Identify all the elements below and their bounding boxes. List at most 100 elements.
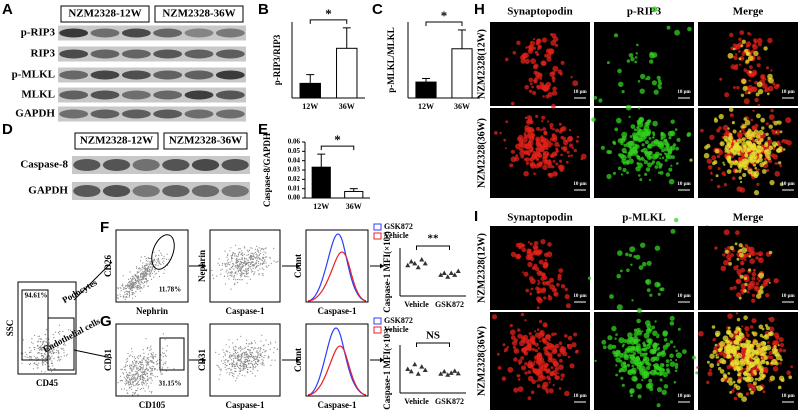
event-dot — [258, 263, 259, 264]
stain — [616, 118, 622, 124]
event-dot — [224, 360, 225, 361]
event-dot — [241, 357, 242, 358]
event-dot — [240, 368, 241, 369]
stain — [552, 77, 556, 81]
stain — [724, 229, 730, 235]
event-dot — [152, 354, 153, 355]
stain — [780, 130, 783, 133]
stain — [555, 163, 558, 166]
event-dot — [244, 348, 245, 349]
event-dot — [233, 276, 234, 277]
event-dot — [149, 261, 150, 262]
event-dot — [138, 376, 139, 377]
event-dot — [249, 367, 250, 368]
data-point — [405, 263, 410, 268]
event-dot — [163, 273, 164, 274]
event-dot — [225, 355, 226, 356]
event-dot — [250, 264, 251, 265]
stain — [727, 150, 731, 154]
event-dot — [157, 259, 158, 260]
stain — [767, 149, 770, 152]
plot-frame — [306, 230, 368, 302]
event-dot — [156, 262, 157, 263]
axis-label: Count — [293, 254, 303, 278]
stain — [708, 165, 713, 170]
stain — [537, 358, 541, 362]
stain — [762, 390, 765, 393]
event-dot — [231, 289, 232, 290]
stain — [510, 329, 516, 335]
stain — [729, 107, 734, 112]
event-dot — [125, 286, 126, 287]
stain — [735, 53, 738, 56]
event-dot — [157, 260, 158, 261]
event-dot — [158, 271, 159, 272]
event-dot — [55, 332, 56, 333]
stain — [746, 347, 751, 352]
stain — [554, 142, 559, 147]
event-dot — [256, 358, 257, 359]
event-dot — [264, 259, 265, 260]
event-dot — [140, 355, 141, 356]
stain — [559, 387, 562, 390]
stain — [774, 278, 779, 283]
stain — [568, 356, 571, 359]
event-dot — [239, 268, 240, 269]
blot-band — [216, 91, 245, 100]
event-dot — [153, 260, 154, 261]
event-dot — [150, 374, 151, 375]
event-dot — [127, 377, 128, 378]
event-dot — [264, 355, 265, 356]
event-dot — [147, 373, 148, 374]
stain — [769, 180, 774, 185]
event-dot — [133, 367, 134, 368]
event-dot — [133, 284, 134, 285]
stain — [618, 153, 621, 156]
stain — [615, 333, 618, 336]
column-header: Merge — [733, 6, 764, 18]
bar — [416, 82, 436, 98]
event-dot — [248, 265, 249, 266]
event-dot — [127, 365, 128, 366]
stain — [730, 165, 733, 168]
stain — [524, 362, 527, 365]
event-dot — [240, 273, 241, 274]
event-dot — [39, 350, 40, 351]
stain — [639, 368, 643, 372]
event-dot — [216, 365, 217, 366]
data-point — [442, 369, 447, 374]
event-dot — [266, 262, 267, 263]
event-dot — [134, 360, 135, 361]
event-dot — [58, 353, 59, 354]
stain — [735, 169, 739, 173]
event-dot — [136, 362, 137, 363]
event-dot — [25, 352, 26, 353]
event-dot — [244, 261, 245, 262]
event-dot — [129, 387, 130, 388]
stain — [617, 69, 622, 74]
stain — [714, 119, 718, 123]
event-dot — [150, 361, 151, 362]
event-dot — [151, 349, 152, 350]
event-dot — [231, 369, 232, 370]
stain — [675, 369, 678, 372]
blot-band — [73, 185, 100, 197]
blot-band — [103, 159, 130, 171]
event-dot — [231, 359, 232, 360]
stain — [556, 283, 560, 287]
event-dot — [244, 275, 245, 276]
event-dot — [44, 361, 45, 362]
event-dot — [260, 349, 261, 350]
event-dot — [225, 283, 226, 284]
stain — [622, 168, 626, 172]
event-dot — [250, 259, 251, 260]
event-dot — [42, 364, 43, 365]
stain — [733, 86, 736, 89]
stain — [542, 165, 547, 170]
stain — [713, 350, 717, 354]
stain — [740, 187, 745, 192]
event-dot — [147, 267, 148, 268]
event-dot — [257, 350, 258, 351]
event-dot — [126, 291, 127, 292]
stain — [517, 137, 522, 142]
